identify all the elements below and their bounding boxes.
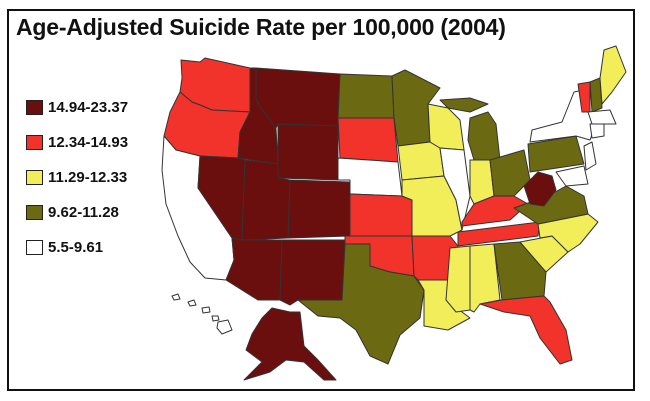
- state-new-hampshire: [589, 77, 603, 113]
- state-massachusetts: [587, 109, 617, 125]
- legend-swatch: [26, 100, 43, 115]
- legend-swatch: [26, 135, 43, 150]
- legend-swatch: [26, 240, 43, 255]
- legend-swatch: [26, 170, 43, 185]
- state-pennsylvania: [527, 135, 585, 173]
- state-wisconsin: [427, 103, 465, 151]
- state-kentucky: [461, 195, 529, 227]
- legend-item: 11.29-12.33: [26, 166, 128, 189]
- state-mississippi: [445, 245, 471, 313]
- state-hawaii-4: [211, 315, 220, 322]
- state-north-carolina: [537, 213, 599, 253]
- legend-item: 14.94-23.37: [26, 96, 128, 119]
- state-arizona: [225, 237, 283, 301]
- state-connecticut: [589, 123, 605, 139]
- state-ohio: [489, 149, 531, 197]
- state-hawaii-1: [171, 293, 181, 301]
- legend-label: 12.34-14.93: [48, 134, 129, 151]
- state-florida: [479, 295, 573, 365]
- state-south-dakota: [337, 117, 399, 163]
- map-title: Age-Adjusted Suicide Rate per 100,000 (2…: [16, 14, 506, 40]
- state-alaska: [243, 307, 337, 381]
- legend-item: 12.34-14.93: [26, 131, 128, 154]
- state-montana: [255, 67, 341, 129]
- state-tennessee: [457, 221, 541, 247]
- state-hawaii-3: [201, 306, 211, 314]
- legend-label: 11.29-12.33: [48, 169, 128, 186]
- state-illinois: [439, 147, 471, 231]
- legend-item: 9.62-11.28: [26, 201, 128, 224]
- legend-label: 14.94-23.37: [48, 99, 129, 116]
- state-colorado: [287, 179, 351, 239]
- legend-label: 9.62-11.28: [48, 204, 119, 221]
- state-new-jersey: [583, 141, 597, 171]
- state-michigan: [467, 111, 501, 161]
- state-georgia: [493, 241, 547, 301]
- state-new-mexico: [279, 239, 346, 306]
- legend-swatch: [26, 205, 43, 220]
- state-maine: [599, 45, 627, 105]
- state-hawaii-5: [216, 319, 233, 335]
- state-texas: [297, 243, 425, 365]
- state-delaware-maryland: [555, 165, 589, 187]
- state-kansas: [349, 193, 413, 237]
- state-west-virginia: [523, 171, 557, 207]
- state-north-dakota: [337, 73, 395, 119]
- legend-label: 5.5-9.61: [48, 239, 104, 256]
- state-hawaii-2: [187, 299, 197, 307]
- state-michigan-up: [439, 97, 489, 113]
- legend-item: 5.5-9.61: [26, 236, 128, 259]
- state-iowa: [397, 141, 445, 181]
- state-wyoming: [277, 123, 339, 181]
- legend: 14.94-23.37 12.34-14.93 11.29-12.33 9.62…: [26, 96, 128, 271]
